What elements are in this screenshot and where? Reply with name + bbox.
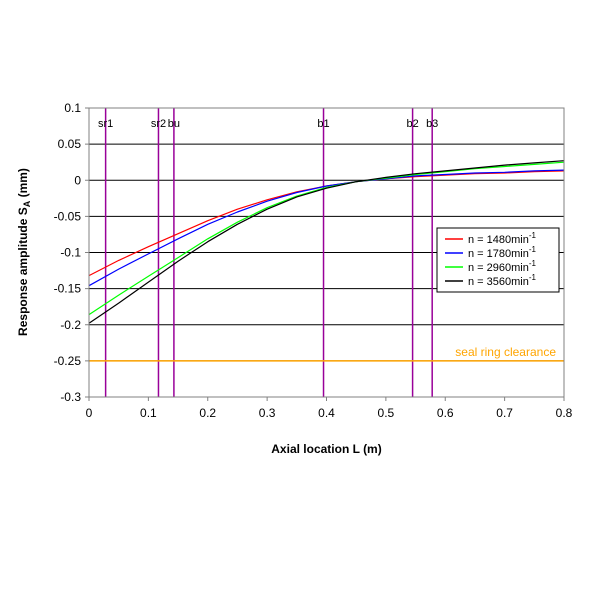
legend-entry-superscript: -1 xyxy=(529,245,537,254)
legend-entry-superscript: -1 xyxy=(529,259,537,268)
x-tick-label: 0.2 xyxy=(199,406,216,420)
series-lines xyxy=(88,160,565,324)
seal-ring-clearance-group: seal ring clearance xyxy=(89,345,564,362)
marker-label-bu: bu xyxy=(168,118,180,130)
legend-entry-superscript: -1 xyxy=(529,273,537,282)
legend-entry-1: n = 1480min-1 xyxy=(468,231,537,246)
marker-label-b3: b3 xyxy=(426,118,438,130)
legend-entry-3: n = 2960min-1 xyxy=(468,259,537,274)
legend-entry-superscript: -1 xyxy=(529,231,537,240)
y-tick-label: -0.1 xyxy=(60,246,81,260)
series-line-3 xyxy=(88,161,565,316)
x-axis-title: Axial location L (m) xyxy=(271,442,381,456)
y-axis-ticks: 0.1 0.05 0 -0.05 -0.1 -0.15 -0.2 -0.25 -0.3 xyxy=(54,101,89,404)
y-axis-title-unit: (mm) xyxy=(16,168,30,201)
x-tick-label: 0.4 xyxy=(318,406,335,420)
marker-label-b1: b1 xyxy=(317,118,329,130)
y-tick-label: -0.15 xyxy=(54,282,82,296)
marker-label-b2: b2 xyxy=(406,118,418,130)
x-tick-label: 0.5 xyxy=(378,406,395,420)
y-tick-label: 0.05 xyxy=(58,137,82,151)
series-line-4 xyxy=(88,160,565,324)
y-axis-title-subscript: A xyxy=(22,200,32,207)
legend: n = 1480min-1n = 1780min-1n = 2960min-1n… xyxy=(436,227,560,293)
y-tick-label: -0.3 xyxy=(60,390,81,404)
seal-ring-clearance-label: seal ring clearance xyxy=(455,345,556,359)
y-tick-label: -0.05 xyxy=(54,209,82,223)
bearing-markers: sr1 sr2 bu b1 b2 b3 xyxy=(98,108,438,397)
x-tick-label: 0.8 xyxy=(556,406,573,420)
legend-entry-name: n = 1480min xyxy=(468,234,529,246)
x-tick-label: 0.3 xyxy=(259,406,276,420)
marker-label-sr1: sr1 xyxy=(98,118,113,130)
marker-label-sr2: sr2 xyxy=(151,118,166,130)
y-tick-label: -0.2 xyxy=(60,318,81,332)
legend-entry-4: n = 3560min-1 xyxy=(468,273,537,288)
x-tick-label: 0.1 xyxy=(140,406,157,420)
y-axis-title-text: Response amplitude S xyxy=(16,207,30,336)
legend-entry-name: n = 2960min xyxy=(468,262,529,274)
x-axis-ticks: 0 0.1 0.2 0.3 0.4 0.5 0.6 0.7 0.8 xyxy=(86,397,573,420)
y-axis-title: Response amplitude SA (mm) xyxy=(16,168,32,336)
legend-entry-name: n = 3560min xyxy=(468,276,529,288)
y-tick-label: 0.1 xyxy=(64,101,81,115)
series-line-2 xyxy=(88,169,565,287)
y-tick-label: 0 xyxy=(74,173,81,187)
x-tick-label: 0 xyxy=(86,406,93,420)
y-tick-label: -0.25 xyxy=(54,354,82,368)
legend-entry-2: n = 1780min-1 xyxy=(468,245,537,260)
x-tick-label: 0.7 xyxy=(496,406,513,420)
x-tick-label: 0.6 xyxy=(437,406,454,420)
legend-entry-name: n = 1780min xyxy=(468,248,529,260)
